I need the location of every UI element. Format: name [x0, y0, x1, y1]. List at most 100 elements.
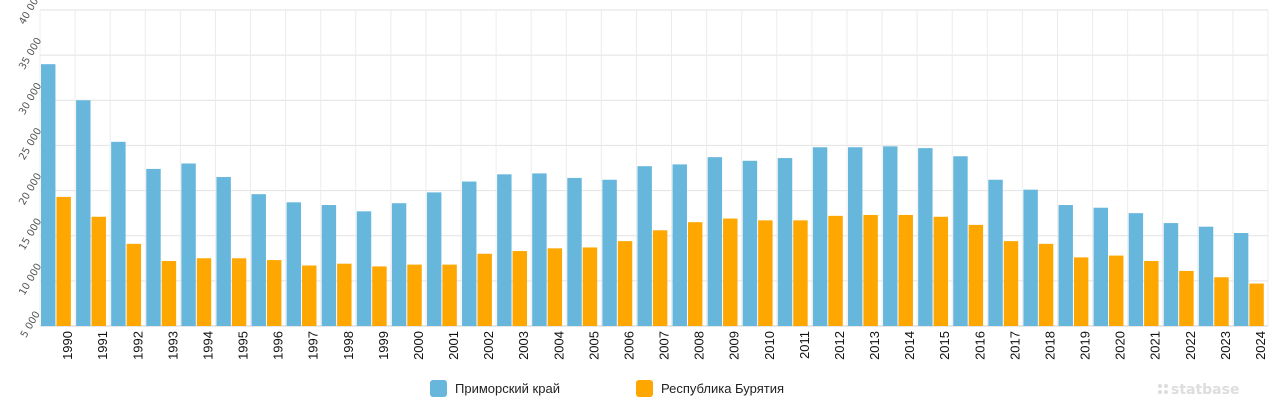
bar-buryatia-2010[interactable] — [758, 220, 773, 326]
bar-primorsky-1990[interactable] — [41, 64, 56, 327]
bar-buryatia-2013[interactable] — [863, 214, 878, 326]
bar-primorsky-1997[interactable] — [286, 202, 302, 326]
bar-buryatia-2022[interactable] — [1179, 270, 1194, 326]
bar-buryatia-1994[interactable] — [196, 258, 212, 326]
bar-buryatia-2020[interactable] — [1109, 255, 1124, 326]
bar-buryatia-2011[interactable] — [793, 220, 808, 326]
legend-item-buryatia[interactable]: Республика Бурятия — [636, 380, 784, 397]
bar-primorsky-1998[interactable] — [321, 205, 337, 326]
legend: Приморский край Республика Бурятия — [430, 380, 784, 397]
bar-buryatia-2024[interactable] — [1249, 283, 1264, 326]
bar-primorsky-2023[interactable] — [1198, 226, 1214, 326]
x-tick-label: 2008 — [692, 331, 707, 360]
bar-primorsky-2017[interactable] — [988, 179, 1003, 326]
bar-buryatia-2002[interactable] — [477, 253, 492, 326]
bar-buryatia-1999[interactable] — [372, 266, 387, 326]
bar-primorsky-2024[interactable] — [1233, 233, 1249, 326]
bar-primorsky-2019[interactable] — [1058, 205, 1073, 326]
x-tick-label: 2021 — [1148, 331, 1163, 360]
bar-primorsky-2004[interactable] — [532, 173, 547, 326]
bar-primorsky-2020[interactable] — [1093, 207, 1109, 326]
bar-primorsky-1995[interactable] — [216, 177, 231, 326]
bar-primorsky-2018[interactable] — [1023, 189, 1038, 326]
bar-buryatia-2015[interactable] — [933, 216, 949, 326]
bar-buryatia-2016[interactable] — [968, 224, 984, 326]
bar-buryatia-2023[interactable] — [1214, 277, 1229, 326]
bar-buryatia-2007[interactable] — [652, 230, 668, 326]
x-tick-label: 2016 — [972, 331, 987, 360]
bar-buryatia-1995[interactable] — [231, 258, 247, 326]
legend-item-primorsky[interactable]: Приморский край — [430, 380, 560, 397]
bar-primorsky-2002[interactable] — [462, 181, 477, 326]
x-tick-label: 2000 — [411, 331, 426, 360]
x-tick-label: 2024 — [1253, 331, 1268, 360]
bar-primorsky-2009[interactable] — [707, 157, 723, 326]
x-tick-label: 2022 — [1183, 331, 1198, 360]
bar-buryatia-2004[interactable] — [547, 248, 563, 326]
x-tick-label: 2017 — [1007, 331, 1022, 360]
bar-primorsky-1991[interactable] — [76, 100, 91, 327]
x-tick-label: 1995 — [236, 331, 251, 360]
bar-primorsky-2022[interactable] — [1163, 223, 1179, 326]
bar-buryatia-2012[interactable] — [828, 215, 843, 326]
bar-buryatia-1997[interactable] — [302, 265, 317, 326]
bar-buryatia-2005[interactable] — [582, 247, 598, 326]
x-tick-label: 1996 — [271, 331, 286, 360]
bar-buryatia-2019[interactable] — [1073, 257, 1089, 326]
bar-buryatia-1996[interactable] — [266, 260, 282, 326]
x-axis-ticks: 1990 1991 1992 1993 1994 1995 1996 1997 1998 1999… — [60, 331, 1268, 360]
x-tick-label: 2014 — [902, 331, 917, 360]
bar-buryatia-2003[interactable] — [512, 251, 527, 326]
bar-buryatia-2000[interactable] — [407, 264, 422, 326]
bar-primorsky-2021[interactable] — [1128, 213, 1144, 326]
x-tick-label: 1990 — [60, 331, 75, 360]
bar-buryatia-1998[interactable] — [337, 263, 352, 326]
statbase-dots-icon — [1158, 384, 1168, 394]
x-tick-label: 2005 — [586, 331, 601, 360]
bar-buryatia-2017[interactable] — [1003, 241, 1019, 326]
bar-buryatia-1991[interactable] — [91, 216, 106, 326]
bar-primorsky-2003[interactable] — [497, 174, 512, 326]
bar-buryatia-2018[interactable] — [1038, 243, 1054, 326]
bar-primorsky-2013[interactable] — [847, 147, 863, 326]
bar-buryatia-2009[interactable] — [723, 218, 738, 326]
x-tick-label: 2004 — [551, 331, 566, 360]
x-tick-label: 2006 — [621, 331, 636, 360]
bar-primorsky-1999[interactable] — [356, 211, 372, 326]
bar-primorsky-2006[interactable] — [602, 179, 617, 326]
bar-buryatia-2006[interactable] — [617, 241, 633, 326]
bar-primorsky-2015[interactable] — [918, 148, 933, 326]
bar-buryatia-2008[interactable] — [687, 222, 703, 326]
bar-buryatia-2021[interactable] — [1144, 260, 1159, 326]
bar-primorsky-2010[interactable] — [742, 160, 758, 326]
bar-buryatia-2014[interactable] — [898, 214, 913, 326]
x-tick-label: 2001 — [446, 331, 461, 360]
x-tick-label: 2009 — [727, 331, 742, 360]
bar-buryatia-2001[interactable] — [442, 264, 457, 326]
bars — [41, 64, 1264, 327]
legend-swatch — [430, 380, 447, 397]
x-tick-label: 2018 — [1042, 331, 1057, 360]
bar-primorsky-1996[interactable] — [251, 194, 266, 326]
bar-primorsky-2005[interactable] — [567, 177, 582, 326]
x-tick-label: 2012 — [832, 331, 847, 360]
bar-primorsky-2016[interactable] — [953, 156, 968, 326]
bar-primorsky-1994[interactable] — [181, 163, 196, 326]
bar-primorsky-1992[interactable] — [111, 141, 126, 326]
bar-primorsky-2001[interactable] — [426, 192, 442, 326]
bar-primorsky-2007[interactable] — [637, 166, 652, 326]
bar-primorsky-2014[interactable] — [883, 146, 898, 326]
bar-buryatia-1992[interactable] — [126, 243, 142, 326]
x-tick-label: 2015 — [937, 331, 952, 360]
bar-primorsky-2011[interactable] — [777, 158, 793, 326]
bar-primorsky-2008[interactable] — [672, 164, 687, 326]
x-tick-label: 2011 — [797, 331, 812, 359]
bar-buryatia-1993[interactable] — [161, 260, 177, 326]
bar-primorsky-2000[interactable] — [391, 203, 407, 326]
legend-label: Приморский край — [455, 381, 560, 396]
y-tick-label: 5 000 — [19, 310, 43, 340]
brand-text: statbase — [1171, 382, 1239, 398]
bar-buryatia-1990[interactable] — [56, 196, 71, 326]
bar-primorsky-1993[interactable] — [146, 168, 161, 326]
bar-primorsky-2012[interactable] — [812, 147, 828, 326]
